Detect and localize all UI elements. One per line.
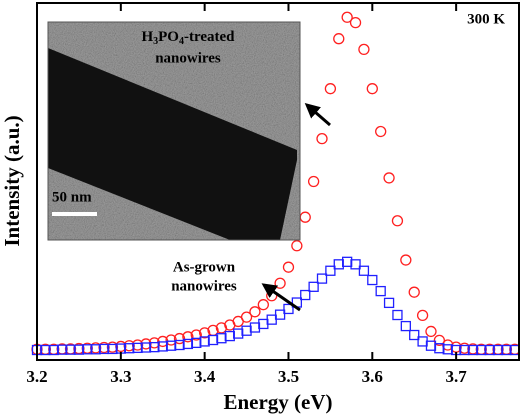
- data-point: [391, 215, 404, 227]
- data-point: [341, 11, 353, 23]
- arrow: [261, 283, 301, 312]
- x-tick-label: 3.3: [110, 367, 131, 386]
- data-point: [383, 172, 395, 184]
- annotation: nanowires: [171, 278, 237, 294]
- data-point: [283, 303, 294, 315]
- data-point: [182, 331, 194, 343]
- data-point: [425, 340, 437, 351]
- data-point: [241, 325, 252, 336]
- data-point: [274, 277, 286, 289]
- data-point: [342, 256, 353, 267]
- data-point: [249, 306, 261, 318]
- data-point: [425, 325, 437, 338]
- data-point: [433, 334, 446, 347]
- data-point: [240, 311, 253, 323]
- data-point: [316, 133, 328, 145]
- data-point: [400, 320, 411, 332]
- data-point: [409, 329, 420, 341]
- data-point: [366, 83, 378, 95]
- y-axis-title: Intensity (a.u.): [0, 115, 24, 246]
- plot-frame: [36, 2, 520, 361]
- inset-label: H3PO4-treated: [141, 29, 235, 47]
- data-point: [358, 43, 370, 56]
- data-point: [333, 33, 345, 45]
- data-point: [349, 16, 362, 29]
- data-point: [282, 261, 295, 273]
- data-point: [173, 332, 186, 345]
- data-point: [408, 286, 420, 298]
- data-point: [375, 285, 386, 297]
- inset-image: [47, 21, 301, 241]
- data-point: [300, 289, 311, 301]
- data-point: [266, 314, 277, 325]
- data-point: [224, 330, 235, 342]
- data-point: [324, 83, 337, 95]
- data-point: [199, 327, 211, 339]
- data-point: [383, 297, 395, 309]
- data-point: [258, 318, 269, 330]
- x-tick-label: 3.4: [194, 367, 216, 386]
- data-point: [358, 265, 370, 276]
- data-point: [299, 211, 311, 223]
- x-tick-label: 3.6: [362, 367, 383, 386]
- scale-bar-label: 50 nm: [52, 189, 92, 205]
- data-point: [417, 336, 428, 347]
- temperature-label: 300 K: [467, 11, 505, 27]
- data-point: [249, 322, 261, 333]
- arrow: [304, 103, 331, 127]
- data-point: [316, 273, 328, 284]
- data-point: [257, 299, 269, 311]
- x-tick-label: 3.7: [446, 367, 468, 386]
- data-point: [233, 328, 244, 339]
- data-point: [274, 309, 286, 320]
- data-point: [216, 333, 227, 344]
- data-point: [375, 125, 387, 138]
- data-point: [207, 334, 219, 346]
- x-tick-label: 3.2: [26, 367, 47, 386]
- data-point: [392, 309, 403, 321]
- data-point: [367, 274, 378, 286]
- data-point: [307, 175, 320, 188]
- data-layer: [31, 11, 520, 356]
- data-point: [333, 259, 344, 270]
- data-point: [291, 240, 303, 252]
- data-point: [190, 329, 202, 341]
- x-axis-title: Energy (eV): [223, 390, 332, 414]
- data-point: [308, 281, 319, 292]
- data-point: [325, 265, 336, 276]
- x-tick-label: 3.5: [278, 367, 299, 386]
- data-point: [416, 309, 429, 322]
- data-point: [350, 259, 361, 270]
- data-point: [400, 254, 412, 266]
- annotation: As-grown: [173, 259, 236, 275]
- inset-label: nanowires: [155, 50, 221, 66]
